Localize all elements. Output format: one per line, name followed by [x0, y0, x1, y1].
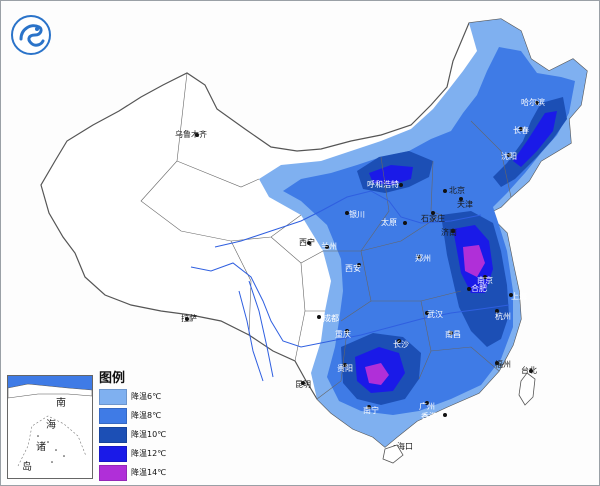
hainan-island — [382, 444, 404, 464]
city-labels: 乌鲁木齐 拉萨 西宁 兰州 银川 呼和浩特 北京 天津 石家庄 太原 西安 郑州… — [175, 97, 545, 451]
legend-swatch — [99, 426, 127, 443]
city-hangzhou: 杭州 — [495, 311, 511, 321]
inset-label-dao: 岛 — [22, 462, 32, 473]
legend-label: 降温12℃ — [131, 449, 167, 458]
city-kunming: 昆明 — [295, 380, 311, 389]
legend-item: 降温8℃ — [99, 407, 179, 424]
legend-item: 降温6℃ — [99, 388, 179, 405]
city-guiyang: 贵阳 — [337, 363, 353, 373]
city-shenyang: 沈阳 — [501, 151, 517, 161]
city-taipei: 台北 — [521, 365, 537, 375]
inset-label-hai: 海 — [46, 420, 56, 431]
city-harbin: 哈尔滨 — [521, 97, 545, 107]
province-borders — [140, 72, 512, 400]
zone-12-hohhot — [369, 165, 413, 185]
city-haikou: 海口 — [397, 441, 413, 451]
city-nanchang: 南昌 — [445, 329, 461, 339]
inset-label-zhu: 诸 — [36, 442, 46, 453]
zone-12-north — [513, 111, 557, 167]
south-china-sea-inset: 南 海 诸 岛 — [7, 375, 93, 479]
city-changsha: 长沙 — [393, 339, 409, 349]
city-jinan: 济南 — [441, 227, 457, 237]
city-wuhan: 武汉 — [427, 309, 443, 319]
legend-item: 降温14℃ — [99, 464, 179, 481]
city-zhengzhou: 郑州 — [415, 253, 431, 263]
city-xining: 西宁 — [299, 237, 315, 247]
city-fuzhou: 福州 — [495, 360, 511, 369]
city-xian: 西安 — [345, 263, 361, 273]
city-beijing: 北京 — [449, 185, 465, 195]
city-chengdu: 成都 — [323, 313, 339, 323]
city-tianjin: 天津 — [457, 199, 473, 209]
legend-title: 图例 — [99, 371, 126, 386]
legend-label: 降温14℃ — [131, 468, 167, 477]
city-lanzhou: 兰州 — [321, 241, 337, 251]
legend-swatch — [99, 388, 127, 405]
city-taiyuan: 太原 — [381, 217, 397, 227]
legend-label: 降温6℃ — [131, 392, 162, 401]
legend-swatch — [99, 464, 127, 481]
logo-icon — [11, 15, 51, 55]
rivers — [190, 190, 510, 382]
legend: 图例 降温6℃ 降温8℃ 降温10℃ 降温12℃ 降温14℃ — [99, 367, 179, 481]
city-shanghai: 上海 — [511, 291, 527, 301]
city-yinchuan: 银川 — [349, 209, 365, 219]
legend-item: 降温12℃ — [99, 445, 179, 462]
taiwan-island — [518, 372, 536, 406]
zone-14-east — [463, 245, 485, 277]
city-nanjing: 南京 — [477, 275, 493, 285]
legend-item: 降温10℃ — [99, 426, 179, 443]
legend-swatch — [99, 407, 127, 424]
city-urumqi: 乌鲁木齐 — [175, 129, 207, 139]
inset-label-nan: 南 — [56, 398, 66, 409]
city-chongqing: 重庆 — [335, 329, 351, 339]
legend-swatch — [99, 445, 127, 462]
legend-label: 降温10℃ — [131, 430, 167, 439]
city-hongkong: 香港 — [421, 411, 437, 421]
legend-label: 降温8℃ — [131, 411, 162, 420]
city-guangzhou: 广州 — [419, 401, 435, 411]
city-hohhot: 呼和浩特 — [367, 179, 399, 189]
city-hefei: 合肥 — [471, 283, 487, 293]
city-shijiazhuang: 石家庄 — [421, 213, 445, 223]
city-lhasa: 拉萨 — [181, 313, 197, 323]
city-changchun: 长春 — [513, 125, 529, 135]
inset-map — [8, 376, 92, 467]
city-nanning: 南宁 — [363, 405, 379, 415]
zone-14-south — [365, 363, 389, 385]
